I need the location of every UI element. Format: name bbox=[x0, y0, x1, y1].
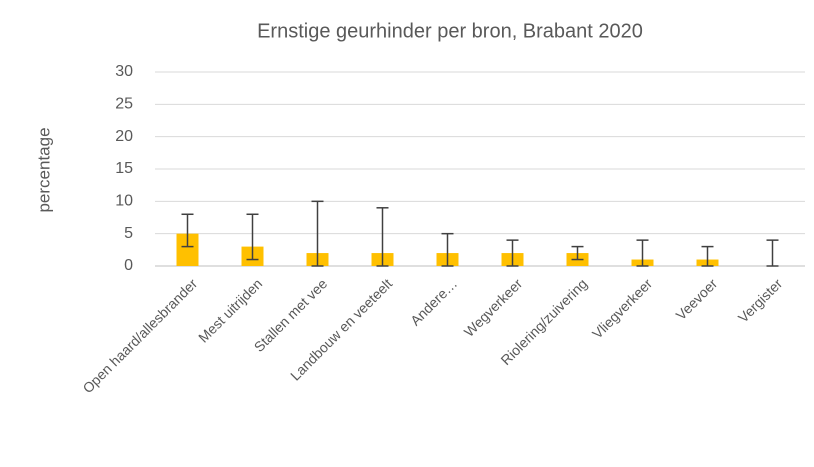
y-tick-label: 10 bbox=[115, 193, 133, 210]
error-bar bbox=[311, 200, 324, 267]
x-tick-label: Veevoer bbox=[673, 275, 721, 323]
y-tick-label: 5 bbox=[124, 225, 133, 242]
y-tick-label: 30 bbox=[115, 63, 133, 80]
error-bar bbox=[766, 239, 779, 267]
y-tick-label: 15 bbox=[115, 160, 133, 177]
x-tick-label: Vliegverkeer bbox=[589, 275, 656, 342]
x-tick-label: Mest uitrijden bbox=[195, 275, 265, 345]
error-bar bbox=[701, 245, 714, 267]
x-tick-label: Vergister bbox=[735, 275, 786, 326]
bar bbox=[176, 233, 199, 266]
x-tick-label: Open haard/allesbrander bbox=[79, 275, 200, 396]
x-tick-label: Andere… bbox=[407, 275, 460, 328]
chart-title: Ernstige geurhinder per bron, Brabant 20… bbox=[257, 20, 643, 42]
y-tick-label: 25 bbox=[115, 96, 133, 113]
x-tick-label: Wegverkeer bbox=[461, 275, 526, 340]
error-bar bbox=[506, 239, 519, 267]
error-bar bbox=[441, 232, 454, 267]
error-bar bbox=[181, 213, 194, 248]
error-bar bbox=[246, 213, 259, 261]
y-axis-label: percentage bbox=[34, 127, 53, 212]
error-bar bbox=[571, 245, 584, 261]
y-tick-label: 20 bbox=[115, 128, 133, 145]
y-tick-label: 0 bbox=[124, 257, 133, 274]
error-bar bbox=[376, 207, 389, 267]
error-bar bbox=[636, 239, 649, 267]
